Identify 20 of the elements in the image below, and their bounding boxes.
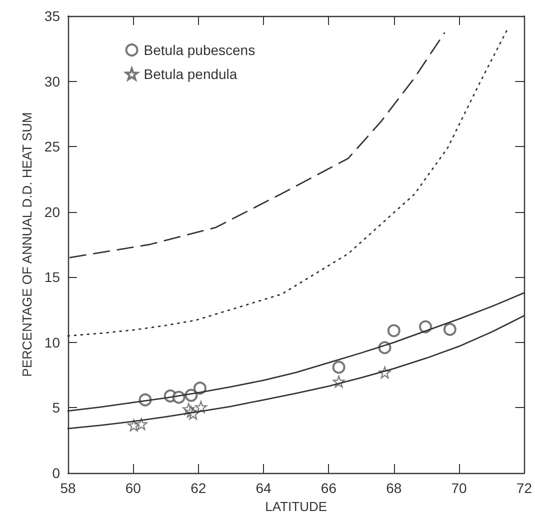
x-tick-label: 72 bbox=[516, 480, 532, 496]
y-tick-label: 10 bbox=[44, 334, 60, 350]
y-tick-label: 5 bbox=[52, 400, 60, 416]
x-tick-label: 68 bbox=[386, 480, 402, 496]
legend-label: Betula pendula bbox=[144, 66, 238, 82]
x-tick-label: 58 bbox=[60, 480, 76, 496]
legend-label: Betula pubescens bbox=[144, 42, 256, 58]
x-tick-label: 60 bbox=[125, 480, 142, 496]
y-tick-label: 30 bbox=[44, 73, 60, 90]
x-tick-label: 70 bbox=[451, 480, 468, 496]
y-tick-label: 0 bbox=[52, 465, 60, 481]
x-tick-label: 64 bbox=[256, 480, 272, 496]
y-axis-title: PERCENTAGE OF ANNUAL D.D. HEAT SUM bbox=[20, 112, 35, 377]
y-tick-label: 20 bbox=[44, 204, 60, 220]
x-tick-label: 66 bbox=[320, 480, 337, 496]
y-tick-label: 15 bbox=[44, 269, 60, 286]
x-axis-title: LATITUDE bbox=[265, 498, 328, 514]
y-tick-label: 25 bbox=[44, 138, 60, 155]
x-tick-label: 62 bbox=[190, 480, 206, 496]
y-tick-label: 35 bbox=[44, 8, 60, 24]
